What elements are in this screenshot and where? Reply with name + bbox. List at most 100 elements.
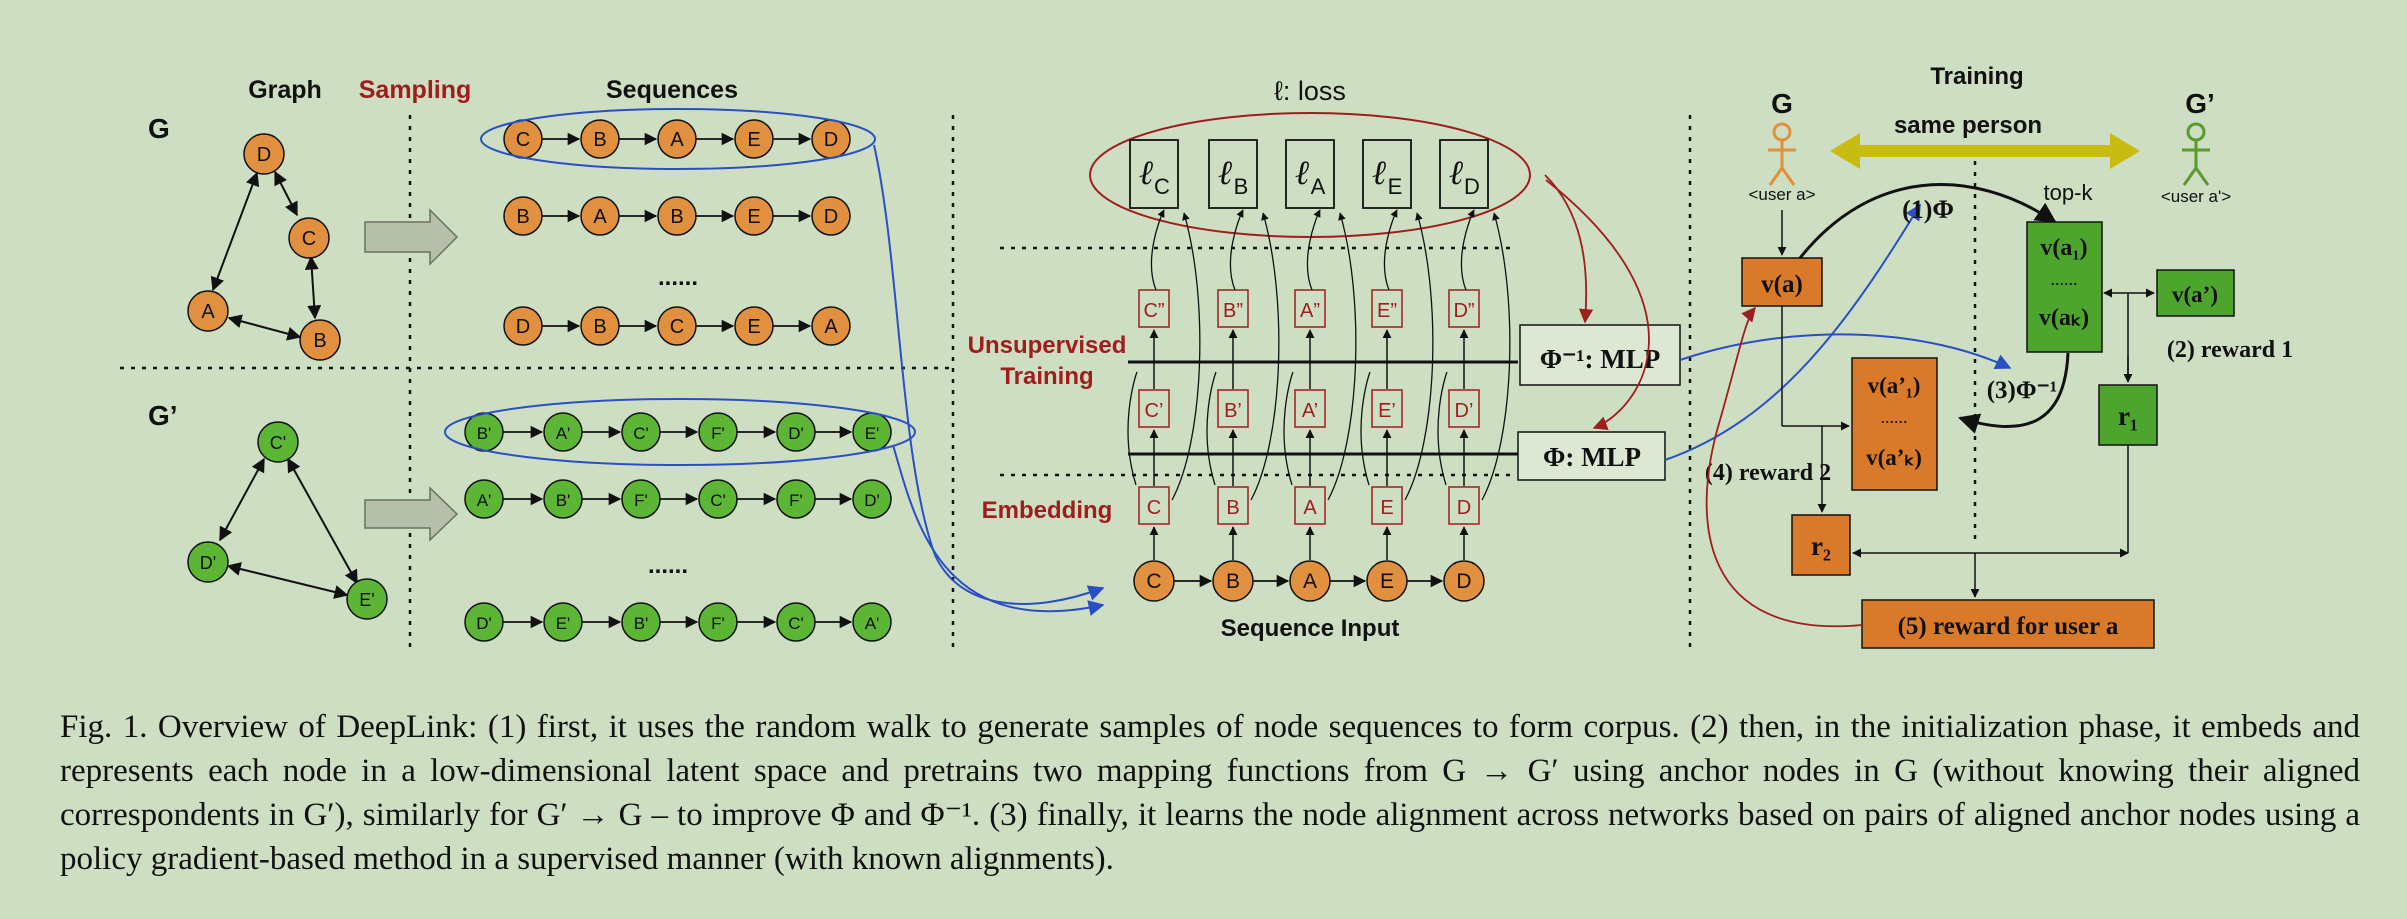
loss-box [1362, 139, 1412, 209]
reward2-label: (4) reward 2 [1705, 460, 1831, 486]
same-person-label: same person [1894, 112, 2042, 139]
g-node-c-label: C [302, 228, 316, 250]
embedding-box-label: D [1457, 497, 1471, 519]
middle-box-label: C’ [1145, 400, 1164, 422]
sequence-gprime-node [852, 479, 892, 519]
loss-box [1208, 139, 1258, 209]
user-a-figure [1768, 122, 1796, 186]
embedding-box-label: C [1147, 497, 1161, 519]
mlp-box [1517, 431, 1666, 481]
sequence-gprime-node-label: F' [711, 614, 725, 633]
input-node-label: E [1380, 570, 1394, 593]
sequence-g-node-label: B [516, 206, 529, 228]
middle-box [1217, 389, 1249, 428]
embedding-columns: C C C’ C” B B B’ B” A A A’ A” E E E’ E” D D D’ D” [1127, 209, 1511, 602]
training-g-label: G [1771, 88, 1793, 119]
sequences-gprime-ellipsis: ...... [648, 552, 688, 579]
vak-prime-label: v(a’ₖ) [1866, 445, 1922, 470]
mlp-inverse-label: Φ⁻¹: MLP [1540, 344, 1660, 374]
upper-to-loss-curve [1460, 209, 1475, 291]
upper-to-loss-curve [1306, 209, 1321, 291]
sequence-g-node-label: B [593, 129, 606, 151]
final-reward-label: (5) reward for user a [1898, 613, 2119, 640]
g-node-a-label: A [201, 301, 215, 323]
upper-box-label: B” [1223, 300, 1243, 322]
sequence-g-node-label: D [824, 206, 838, 228]
feed-curve-gprime [892, 444, 1105, 616]
sequence-g-node-label: A [670, 129, 684, 151]
side-curve [1206, 371, 1217, 486]
input-node-label: D [1456, 570, 1471, 593]
embedding-box-label: A [1303, 497, 1317, 519]
sequence-gprime-node-label: B' [477, 424, 492, 443]
embedding-to-loss-curve [1250, 212, 1280, 501]
mlp-label: Φ: MLP [1543, 442, 1641, 472]
topk-box [2026, 221, 2103, 353]
graph-g-label: G [148, 113, 170, 144]
sequence-gprime-node [852, 602, 892, 642]
middle-box [1371, 389, 1403, 428]
mlp-inverse-to-step3 [1679, 333, 2012, 370]
user-a-label: <user a> [1748, 185, 1815, 204]
user-a-prime-label: <user a'> [2161, 187, 2231, 206]
va1-prime-label: v(a’₁) [1868, 373, 1921, 398]
sequence-gprime-node-label: F' [789, 491, 803, 510]
loss-symbol: ℓ [1372, 153, 1386, 193]
sequence-g-node-label: E [747, 206, 760, 228]
sequence-gprime-node-label: C' [710, 491, 726, 510]
highlight-ellipse-g [480, 108, 876, 170]
sequence-gprime-node-label: E' [865, 424, 880, 443]
sequence-g-node [811, 196, 851, 236]
upper-box-label: C” [1143, 300, 1164, 322]
va-box [1741, 257, 1823, 307]
sequence-g-node-label: C [516, 129, 530, 151]
g-node-a [187, 290, 229, 332]
side-curve [1437, 371, 1448, 486]
upper-box-label: A” [1300, 300, 1320, 322]
va-prime-box [2156, 269, 2235, 317]
input-node [1443, 560, 1485, 602]
sequence-g-node-label: B [593, 316, 606, 338]
sequence-g-node-label: C [670, 316, 684, 338]
sequence-gprime-node-label: C' [633, 424, 649, 443]
r1-label: r₁ [2118, 401, 2138, 431]
topk-prime-dots: ...... [1881, 407, 1908, 427]
gprime-node-d-label: D' [200, 553, 216, 573]
sequence-g-node-label: D [824, 129, 838, 151]
g-node-b-label: B [313, 330, 326, 352]
side-curve [1360, 371, 1371, 486]
training-gprime-label: G’ [2185, 88, 2215, 119]
embedding-box [1138, 486, 1170, 525]
gprime-node-c-label: C' [270, 433, 286, 453]
sequence-gprime-node-label: E' [556, 614, 571, 633]
figure-caption: Fig. 1. Overview of DeepLink: (1) first,… [60, 709, 2360, 877]
unsupervised-label-line1: Unsupervised [968, 332, 1127, 359]
topk-prime-box [1851, 357, 1938, 491]
embedding-to-loss-curve [1481, 212, 1511, 501]
sequence-gprime-node-label: A' [477, 491, 492, 510]
sequence-gprime-node-label: F' [634, 491, 648, 510]
upper-box [1371, 289, 1403, 328]
sampling-heading: Sampling [359, 76, 472, 104]
loss-ellipse [1089, 112, 1531, 238]
sequence-gprime-node-label: D' [476, 614, 492, 633]
mlp-inverse-box [1519, 324, 1681, 386]
topk-label: top-k [2044, 180, 2094, 205]
loss-subscript: B [1234, 174, 1249, 199]
upper-box-label: E” [1377, 300, 1397, 322]
feed-curve-g [873, 144, 1105, 605]
loss-box [1129, 139, 1179, 209]
middle-box-label: E’ [1378, 400, 1396, 422]
graph-g: D C A B [187, 133, 341, 361]
upper-box [1448, 289, 1480, 328]
loss-subscript: E [1388, 174, 1403, 199]
loss-symbol: ℓ [1218, 153, 1232, 193]
upper-box [1138, 289, 1170, 328]
sampling-arrows [364, 208, 459, 542]
sequences-g-ellipsis: ...... [658, 264, 698, 291]
graph-heading: Graph [248, 76, 322, 104]
sequence-g-node [811, 306, 851, 346]
g-node-c [288, 217, 330, 259]
graph-gprime-label: G’ [148, 400, 178, 431]
